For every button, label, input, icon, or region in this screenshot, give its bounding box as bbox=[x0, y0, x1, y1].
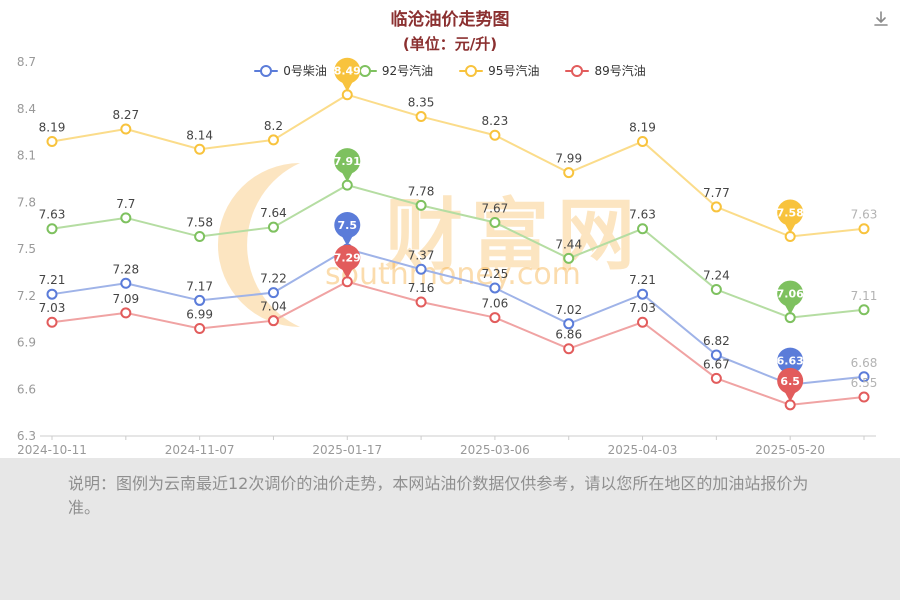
legend-label: 89号汽油 bbox=[594, 64, 646, 78]
legend-marker-diesel-0-icon bbox=[254, 64, 279, 77]
legend-item-gasoline-89[interactable]: 89号汽油 bbox=[565, 62, 646, 79]
download-icon bbox=[874, 11, 888, 26]
legend-label: 95号汽油 bbox=[488, 64, 540, 78]
watermark-subtext: southmoney.com bbox=[325, 257, 581, 292]
legend-marker-gasoline-92-icon bbox=[352, 64, 377, 77]
footer-note-panel: 说明：图例为云南最近12次调价的油价走势，本网站油价数据仅供参考，请以您所在地区… bbox=[0, 458, 900, 600]
legend: 0号柴油 92号汽油 95号汽油 89号汽油 bbox=[0, 62, 900, 79]
legend-item-gasoline-95[interactable]: 95号汽油 bbox=[459, 62, 539, 79]
watermark-crescent-logo bbox=[217, 162, 300, 327]
legend-marker-gasoline-95-icon bbox=[459, 64, 484, 77]
legend-item-gasoline-92[interactable]: 92号汽油 bbox=[352, 62, 434, 79]
legend-label: 0号柴油 bbox=[283, 64, 327, 78]
page-subtitle: (单位：元/升) bbox=[402, 35, 498, 53]
legend-item-diesel-0[interactable]: 0号柴油 bbox=[254, 62, 327, 79]
legend-label: 92号汽油 bbox=[381, 64, 434, 78]
chart-header: 临沧油价走势图 (单位：元/升) bbox=[0, 5, 900, 54]
page-title: 临沧油价走势图 bbox=[390, 10, 510, 30]
disclaimer-note: 说明：图例为云南最近12次调价的油价走势，本网站油价数据仅供参考，请以您所在地区… bbox=[68, 474, 809, 517]
legend-marker-gasoline-89-icon bbox=[565, 64, 590, 77]
download-button[interactable] bbox=[870, 8, 892, 30]
